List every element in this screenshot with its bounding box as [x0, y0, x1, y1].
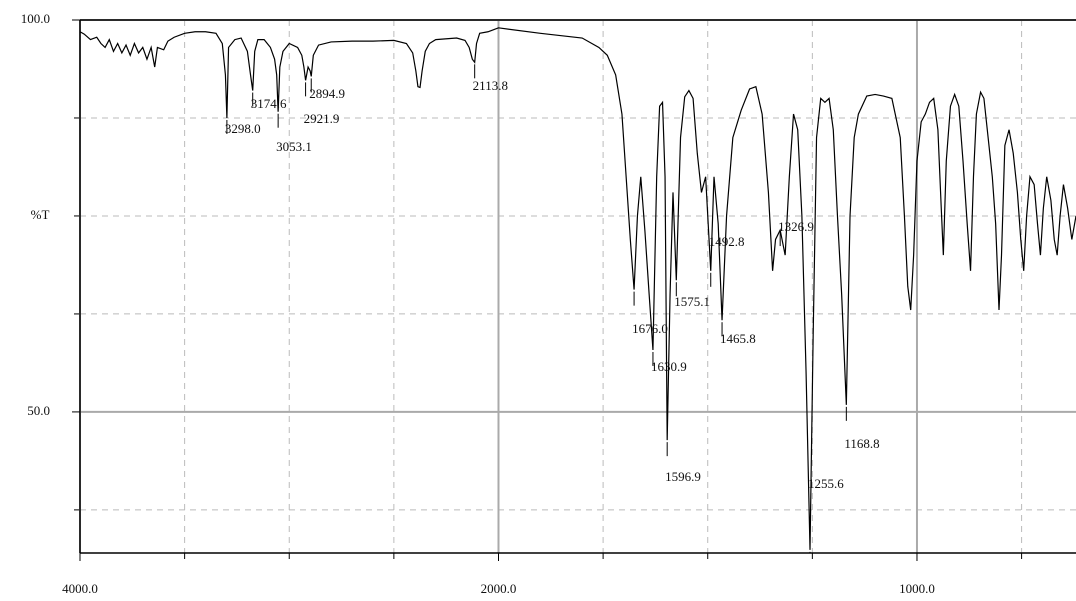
y-tick-label: 100.0 — [21, 11, 50, 26]
peak-label: 1465.8 — [720, 331, 756, 346]
peak-label: 1630.9 — [651, 359, 687, 374]
y-tick-label: 50.0 — [27, 403, 50, 418]
y-axis-label: %T — [31, 207, 50, 222]
peak-label: 1676.0 — [632, 321, 668, 336]
peak-label: 3053.1 — [276, 139, 312, 154]
peak-label: 3298.0 — [225, 121, 261, 136]
peak-label: 3174.6 — [251, 96, 287, 111]
peak-label: 2894.9 — [309, 86, 345, 101]
spectrum-line — [79, 27, 1076, 550]
peak-label: 2921.9 — [304, 111, 340, 126]
peak-label: 2113.8 — [473, 78, 508, 93]
peak-label: 1168.8 — [844, 436, 879, 451]
peak-label: 1596.9 — [665, 469, 701, 484]
peak-label: 1492.8 — [709, 234, 745, 249]
peak-label: 1255.6 — [808, 476, 844, 491]
peak-label: 1326.9 — [778, 219, 814, 234]
x-tick-label: 4000.0 — [62, 581, 98, 596]
x-tick-label: 1000.0 — [899, 581, 935, 596]
x-tick-label: 2000.0 — [481, 581, 517, 596]
peak-label: 1575.1 — [674, 294, 710, 309]
